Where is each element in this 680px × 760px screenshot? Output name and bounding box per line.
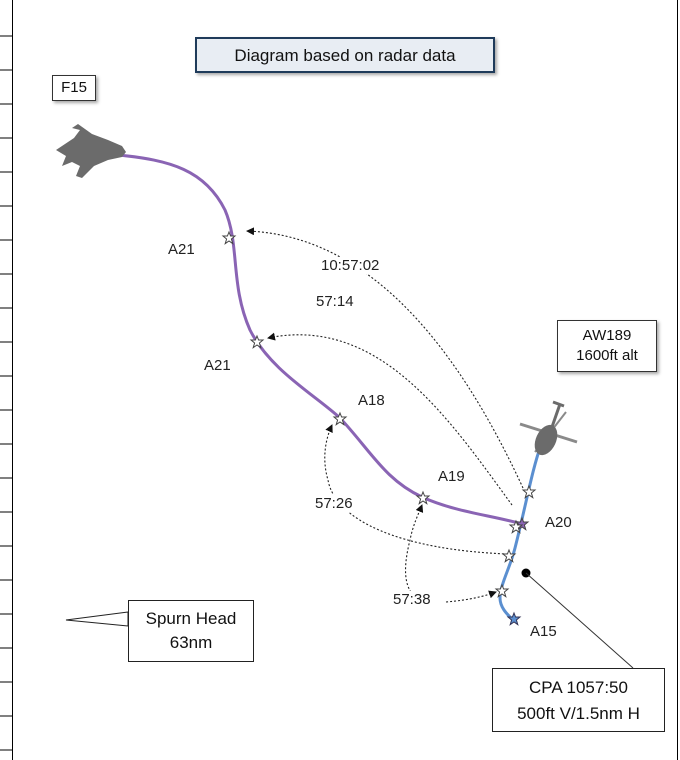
star-aw189-2 bbox=[508, 519, 524, 534]
label-a21-upper: A21 bbox=[168, 241, 195, 258]
connector-5726 bbox=[324, 424, 509, 555]
spurn-head-name: Spurn Head bbox=[145, 609, 237, 628]
aw189-helicopter-icon bbox=[519, 400, 578, 456]
spurn-pointer bbox=[65, 611, 129, 627]
label-a18: A18 bbox=[358, 392, 385, 409]
star-a20-f15 bbox=[514, 516, 530, 531]
diagram-title: Diagram based on radar data bbox=[195, 37, 495, 73]
label-a19: A19 bbox=[438, 468, 465, 485]
star-a15 bbox=[506, 611, 522, 626]
aw189-name: AW189 bbox=[582, 327, 632, 344]
diagram-frame bbox=[12, 0, 678, 760]
star-a19 bbox=[415, 490, 431, 505]
label-a20: A20 bbox=[545, 514, 572, 531]
label-a21-lower: A21 bbox=[204, 357, 231, 374]
cpa-callout: CPA 1057:50 500ft V/1.5nm H bbox=[492, 668, 665, 732]
aw189-altitude: 1600ft alt bbox=[576, 347, 638, 364]
star-a21-upper bbox=[221, 230, 237, 245]
star-aw189-3 bbox=[501, 548, 517, 563]
left-ruler bbox=[0, 35, 12, 751]
time-label-105702: 10:57:02 bbox=[321, 257, 380, 274]
time-label-5726: 57:26 bbox=[315, 495, 353, 512]
star-a21-lower bbox=[249, 334, 265, 349]
star-aw189-1 bbox=[521, 484, 537, 499]
f15-label: F15 bbox=[52, 75, 96, 101]
aw189-track bbox=[498, 444, 543, 622]
aw189-label-box: AW189 1600ft alt bbox=[557, 320, 657, 372]
label-a15: A15 bbox=[530, 623, 557, 640]
connector-5738-lower bbox=[445, 590, 497, 603]
f15-aircraft-icon bbox=[56, 124, 126, 178]
star-aw189-4 bbox=[494, 583, 510, 598]
cpa-time: CPA 1057:50 bbox=[529, 678, 628, 697]
star-a18 bbox=[332, 411, 348, 426]
f15-track bbox=[117, 153, 523, 526]
connector-105702 bbox=[246, 227, 524, 489]
connector-5714 bbox=[267, 332, 513, 506]
spurn-head-distance: 63nm bbox=[169, 633, 213, 652]
time-label-5738: 57:38 bbox=[393, 591, 431, 608]
spurn-head-callout: Spurn Head 63nm bbox=[128, 600, 254, 662]
cpa-leader bbox=[525, 572, 634, 669]
time-label-5714: 57:14 bbox=[316, 293, 354, 310]
cpa-separation: 500ft V/1.5nm H bbox=[517, 704, 640, 723]
connector-5738-upper bbox=[404, 504, 424, 601]
